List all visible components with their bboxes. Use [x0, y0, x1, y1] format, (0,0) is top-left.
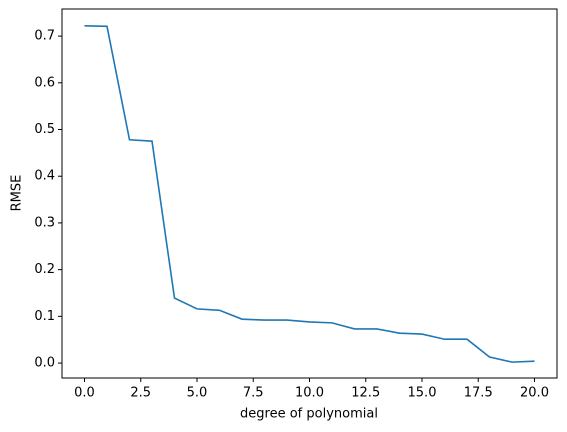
y-tick-label: 0.4: [34, 169, 55, 184]
x-tick-label: 12.5: [351, 386, 380, 401]
y-tick-label: 0.3: [34, 215, 55, 230]
data-line: [84, 25, 535, 363]
x-tick-label: 2.5: [130, 386, 151, 401]
x-axis-label: degree of polynomial: [240, 407, 378, 422]
y-tick-label: 0.0: [34, 356, 55, 371]
y-tick-label: 0.7: [34, 29, 55, 44]
x-tick-label: 10.0: [295, 386, 324, 401]
y-tick-label: 0.2: [34, 262, 55, 277]
y-tick-label: 0.6: [34, 75, 55, 90]
x-tick-label: 20.0: [520, 386, 549, 401]
y-tick-label: 0.1: [34, 309, 55, 324]
y-tick-label: 0.5: [34, 122, 55, 137]
x-tick-label: 0.0: [74, 386, 95, 401]
x-tick-label: 17.5: [464, 386, 493, 401]
x-tick-label: 15.0: [408, 386, 437, 401]
x-tick-label: 5.0: [187, 386, 208, 401]
x-tick-label: 7.5: [243, 386, 264, 401]
y-axis-label: RMSE: [10, 175, 25, 212]
